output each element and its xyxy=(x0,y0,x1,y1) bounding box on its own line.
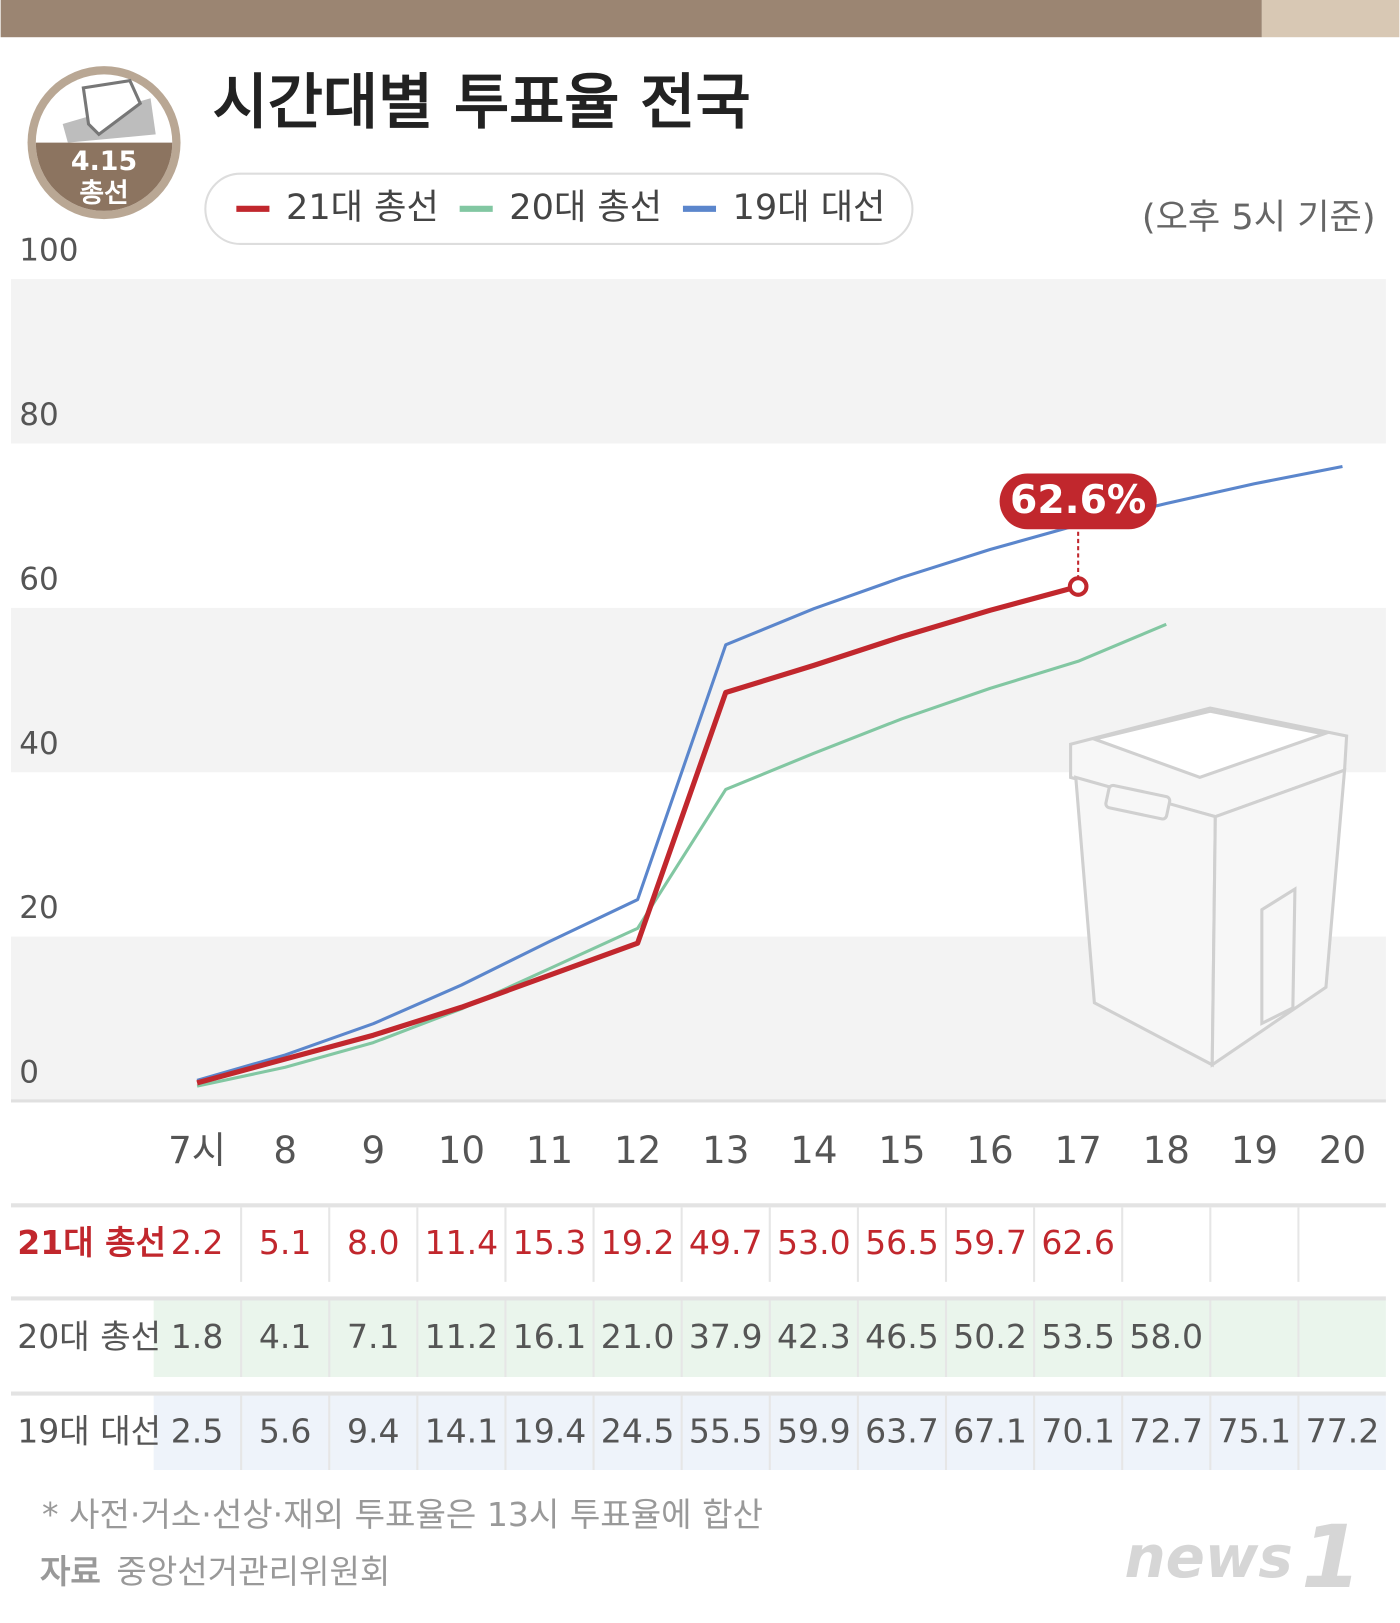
table-value: 42.3 xyxy=(777,1317,851,1356)
table-value: 53.0 xyxy=(777,1223,851,1262)
table-value: 58.0 xyxy=(1129,1317,1203,1356)
badge-label: 총선 xyxy=(79,178,128,209)
table-value: 59.7 xyxy=(953,1223,1027,1262)
footnote: * 사전·거소·선상·재외 투표율은 13시 투표율에 합산 xyxy=(42,1495,763,1534)
x-tick-label: 18 xyxy=(1143,1128,1190,1172)
y-tick-label: 0 xyxy=(19,1055,39,1091)
row-label: 19대 대선 xyxy=(17,1411,161,1450)
table-value: 2.5 xyxy=(171,1411,224,1450)
table-value: 46.5 xyxy=(865,1317,939,1356)
series-line xyxy=(196,622,1167,1088)
table-value: 75.1 xyxy=(1218,1411,1292,1450)
table-value: 19.2 xyxy=(601,1223,675,1262)
x-tick-label: 16 xyxy=(966,1128,1013,1172)
table-value: 7.1 xyxy=(347,1317,400,1356)
table-value: 4.1 xyxy=(259,1317,312,1356)
annotation-box xyxy=(999,473,1157,530)
chart-title: 시간대별 투표율 전국 xyxy=(213,68,751,138)
table-value: 77.2 xyxy=(1306,1411,1380,1450)
table-value: 16.1 xyxy=(513,1317,587,1356)
grid-band xyxy=(11,279,1386,444)
row-label: 21대 총선 xyxy=(17,1223,166,1262)
y-tick-label: 80 xyxy=(19,397,58,433)
table-value: 21.0 xyxy=(601,1317,675,1356)
logo-digit: 1 xyxy=(1301,1507,1361,1608)
header-bar-accent xyxy=(1261,0,1400,38)
y-tick-label: 100 xyxy=(19,233,78,269)
table-value: 67.1 xyxy=(953,1411,1027,1450)
badge-date: 4.15 xyxy=(71,146,137,177)
logo-word: news xyxy=(1124,1523,1292,1591)
x-tick-label: 12 xyxy=(614,1128,661,1172)
x-tick-label: 11 xyxy=(526,1128,573,1172)
table-value: 11.2 xyxy=(425,1317,499,1356)
x-tick-label: 10 xyxy=(438,1128,485,1172)
x-tick-label: 20 xyxy=(1319,1128,1366,1172)
source-label: 자료 xyxy=(40,1552,101,1591)
table-value: 14.1 xyxy=(425,1411,499,1450)
table-value: 5.6 xyxy=(259,1411,312,1450)
legend-label: 20대 총선 xyxy=(509,187,662,228)
legend-box xyxy=(204,172,914,246)
y-tick-label: 20 xyxy=(19,890,58,926)
note: (오후 5시 기준) xyxy=(1142,197,1376,238)
x-tick-label: 19 xyxy=(1231,1128,1278,1172)
header-bar xyxy=(0,0,1262,38)
x-tick-label: 7시 xyxy=(168,1128,226,1172)
table-value: 24.5 xyxy=(601,1411,675,1450)
table-value: 9.4 xyxy=(347,1411,400,1450)
table-value: 50.2 xyxy=(953,1317,1027,1356)
annotation: 62.6% xyxy=(1010,478,1146,523)
table-value: 1.8 xyxy=(171,1317,224,1356)
table-value: 8.0 xyxy=(347,1223,400,1262)
badge: 4.15 총선 xyxy=(27,66,181,220)
x-tick-label: 17 xyxy=(1054,1128,1101,1172)
source: 중앙선거관리위원회 xyxy=(116,1552,390,1591)
table-value: 70.1 xyxy=(1041,1411,1115,1450)
table-value: 72.7 xyxy=(1129,1411,1203,1450)
x-tick-label: 9 xyxy=(361,1128,385,1172)
series-line xyxy=(196,583,1079,1086)
row-label: 20대 총선 xyxy=(17,1317,161,1356)
x-tick-label: 14 xyxy=(790,1128,837,1172)
table-value: 53.5 xyxy=(1041,1317,1115,1356)
table-value: 62.6 xyxy=(1041,1223,1115,1262)
x-tick-label: 13 xyxy=(702,1128,749,1172)
table-value: 11.4 xyxy=(425,1223,499,1262)
ballot-box xyxy=(1069,706,1349,1068)
table-value: 37.9 xyxy=(689,1317,763,1356)
end-marker xyxy=(1067,576,1089,597)
table-value: 56.5 xyxy=(865,1223,939,1262)
x-tick-label: 8 xyxy=(273,1128,297,1172)
y-tick-label: 60 xyxy=(19,561,58,597)
table-value: 49.7 xyxy=(689,1223,763,1262)
legend-label: 19대 대선 xyxy=(733,187,886,228)
table-value: 2.2 xyxy=(171,1223,224,1262)
table-value: 15.3 xyxy=(513,1223,587,1262)
table-value: 63.7 xyxy=(865,1411,939,1450)
x-tick-label: 15 xyxy=(878,1128,925,1172)
table-value: 55.5 xyxy=(689,1411,763,1450)
table-value: 19.4 xyxy=(513,1411,587,1450)
y-tick-label: 40 xyxy=(19,726,58,762)
table-value: 59.9 xyxy=(777,1411,851,1450)
table-value: 5.1 xyxy=(259,1223,312,1262)
legend-label: 21대 총선 xyxy=(286,187,439,228)
